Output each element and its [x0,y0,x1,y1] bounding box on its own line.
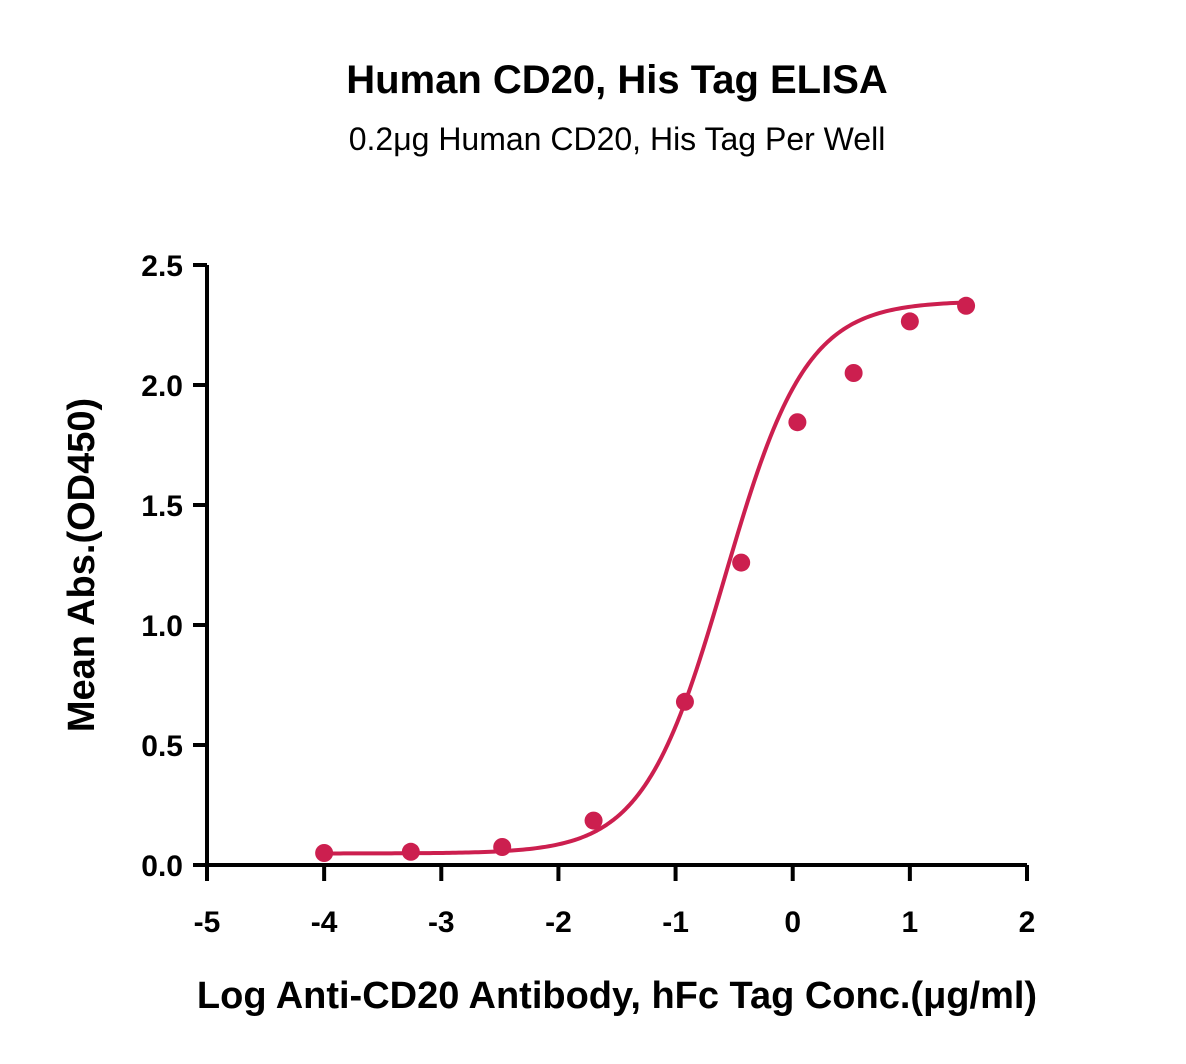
data-point [900,312,919,331]
x-tick-label: 1 [902,906,919,939]
y-tick-label: 1.5 [141,490,183,523]
y-tick-label: 0.0 [141,850,183,883]
y-axis: 0.0 0.5 1.0 1.5 2.0 2.5 [141,250,209,883]
chart-title: Human CD20, His Tag ELISA [346,58,888,102]
x-tick-label: -3 [428,906,455,939]
x-tick-label: 0 [784,906,801,939]
data-point [675,692,694,711]
y-tick-label: 2.0 [141,370,183,403]
data-point [957,296,976,315]
data-point [584,811,603,830]
y-tick-label: 2.5 [141,250,183,283]
fit-curve-layer [324,300,967,856]
x-axis: -5 -4 -3 -2 -1 0 1 2 [194,863,1036,939]
fit-curve [324,300,967,856]
x-tick-label: 2 [1019,906,1036,939]
x-tick-label: -4 [311,906,338,939]
data-point [401,842,420,861]
data-point [844,364,863,382]
chart-subtitle: 0.2μg Human CD20, His Tag Per Well [349,121,886,157]
x-tick-label: -2 [545,906,572,939]
y-tick-label: 0.5 [141,730,183,763]
data-points-layer [315,296,976,862]
y-tick-label: 1.0 [141,610,183,643]
x-tick-label: -1 [662,906,689,939]
data-point [788,413,807,432]
data-point [493,838,512,856]
y-axis-label: Mean Abs.(OD450) [61,398,103,732]
data-point [315,844,334,862]
x-tick-label: -5 [194,906,221,939]
data-point [732,553,751,572]
x-axis-label: Log Anti-CD20 Antibody, hFc Tag Conc.(μg… [197,975,1037,1017]
